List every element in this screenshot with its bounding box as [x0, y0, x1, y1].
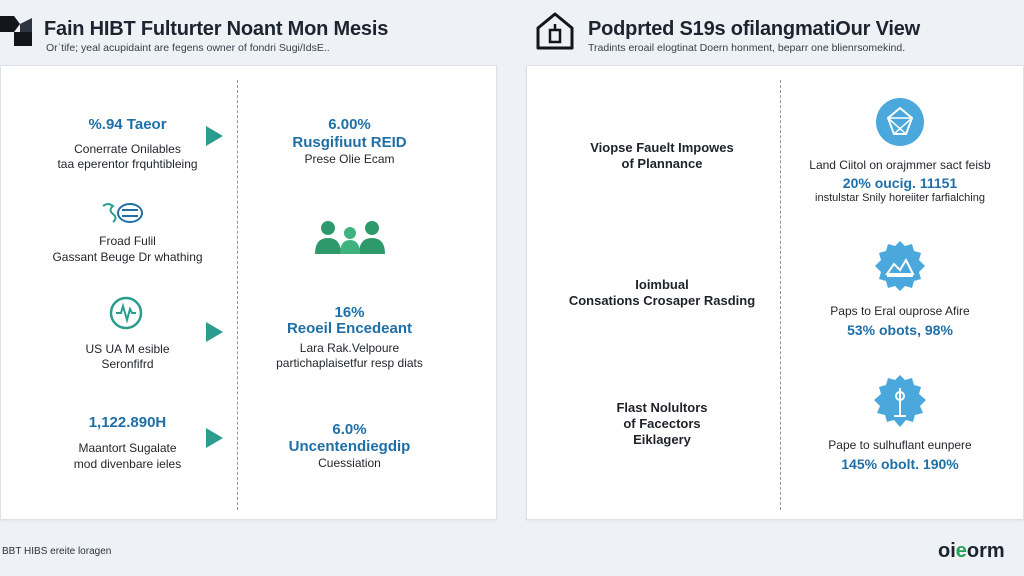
metric-value: 6.00% — [328, 116, 371, 133]
outcome-title: Pape to sulhuflant eunpere — [828, 438, 972, 452]
right-panel-divider — [780, 80, 781, 510]
network-badge-icon — [874, 96, 926, 153]
left-panel-divider — [237, 80, 238, 510]
factor-heading: Ioimbual — [635, 277, 689, 292]
pulse-icon — [108, 295, 144, 336]
right-panel — [526, 65, 1024, 520]
factor-heading: of Plannance — [621, 156, 703, 171]
right-page-title: Podprted S19s ofilangmatiOur View — [588, 18, 920, 40]
footer-caption: BBT HIBS ereite loragen — [2, 546, 112, 557]
metric-desc: taa eperentor frquhtibleing — [57, 157, 198, 171]
team-icon — [314, 218, 386, 261]
tower-badge-icon — [872, 374, 928, 435]
metric-label: Reoeil Encedeant — [286, 320, 413, 337]
metric-desc: partichaplaisetfur resp diats — [276, 356, 423, 370]
brand-prefix: oi — [938, 540, 956, 562]
metric-value: 1,122.890H — [88, 414, 167, 431]
landscape-badge-icon — [874, 240, 926, 297]
metric-value: 6.0% — [332, 421, 367, 438]
factor-heading: Eiklagery — [633, 432, 691, 447]
outcome-stat: 20% oucig. 11151 — [842, 175, 958, 191]
brand-wordmark: oieorm — [938, 540, 1005, 563]
right-page-subtitle: Tradints eroail elogtinat Doern honment,… — [588, 42, 906, 54]
brand-suffix: orm — [966, 540, 1005, 562]
outcome-stat: 145% obolt. 190% — [841, 456, 959, 472]
factor-heading: Viopse Fauelt Impowes — [590, 140, 734, 155]
metric-value: %.94 Taeor — [88, 116, 167, 133]
arrow-right-icon — [206, 322, 223, 342]
left-page-title: Fain HIBT Fulturter Noant Mon Mesis — [44, 18, 389, 40]
outcome-stat: 53% obots, 98% — [847, 322, 953, 338]
metric-desc: mod divenbare ieles — [73, 457, 182, 471]
metric-label: Uncentendiegdip — [288, 438, 411, 455]
brand-accent: e — [955, 540, 967, 562]
metric-desc: Gassant Beuge Dr whathing — [52, 250, 203, 264]
metric-desc: Conerrate Onilables — [74, 142, 181, 156]
house-icon — [534, 10, 576, 52]
left-panel — [0, 65, 497, 520]
metric-desc: Lara Rak.Velpoure — [299, 341, 400, 355]
money-exchange-icon — [100, 200, 146, 231]
arrow-right-icon — [206, 428, 223, 448]
outcome-title: Paps to Eral ouprose Afire — [830, 304, 970, 318]
factor-heading: Consations Crosaper Rasding — [568, 293, 756, 308]
factor-heading: Flast Nolultors — [616, 400, 708, 415]
arrow-right-icon — [206, 126, 223, 146]
metric-value: 16% — [334, 304, 365, 321]
metric-desc: Seronfifrd — [101, 357, 154, 371]
brand-logo-icon — [0, 14, 40, 50]
outcome-desc: instulstar Snily horeiiter farfialching — [815, 192, 985, 204]
left-page-subtitle: Orˈtife; yeal acupidaint are fegens owne… — [46, 42, 330, 54]
outcome-title: Land Ciitol on orajmmer sact feisb — [809, 158, 991, 172]
metric-desc: Froad Fulil — [99, 234, 156, 248]
factor-heading: of Facectors — [623, 416, 701, 431]
metric-desc: Cuessiation — [318, 456, 381, 470]
metric-desc: US UA M esible — [85, 342, 170, 356]
metric-desc: Maantort Sugalate — [78, 441, 177, 455]
metric-label: Rusgifiuut REID — [292, 134, 407, 151]
metric-desc: Prese Olie Ecam — [304, 152, 395, 166]
